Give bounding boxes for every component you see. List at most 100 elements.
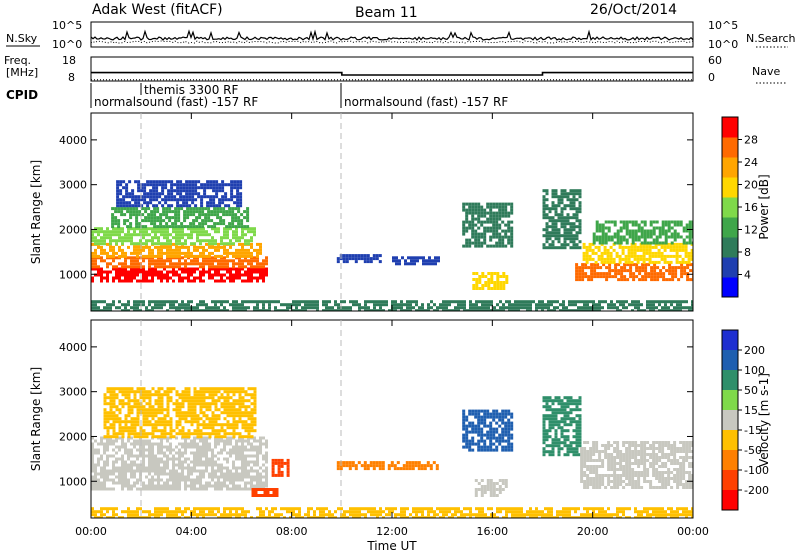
power-cell — [569, 207, 573, 211]
power-cell — [499, 275, 503, 278]
power-cell — [238, 303, 241, 307]
velocity-cell — [148, 472, 151, 476]
velocity-cell — [238, 487, 241, 491]
power-cell — [474, 238, 478, 242]
power-cell — [157, 273, 160, 277]
velocity-cell — [142, 408, 146, 412]
velocity-cell — [238, 472, 241, 476]
velocity-cell — [154, 472, 157, 476]
velocity-cell — [91, 475, 94, 479]
power-cell — [682, 229, 686, 233]
power-cell — [474, 232, 478, 236]
power-cell — [620, 269, 624, 273]
velocity-cell — [548, 453, 552, 457]
power-cell — [658, 300, 661, 304]
velocity-cell — [492, 433, 496, 437]
power-cell — [197, 186, 201, 190]
power-cell — [477, 226, 481, 230]
power-cell — [206, 195, 210, 199]
velocity-cell — [575, 429, 579, 433]
velocity-cell — [489, 494, 493, 497]
power-cell — [137, 195, 141, 199]
power-cell — [161, 180, 165, 184]
velocity-cell — [118, 445, 121, 449]
velocity-cell — [477, 409, 481, 413]
power-cell — [142, 242, 145, 246]
velocity-cell — [235, 454, 238, 458]
power-cell — [643, 220, 647, 224]
velocity-cell — [142, 414, 146, 418]
power-cell — [253, 276, 256, 280]
velocity-cell — [142, 457, 145, 461]
velocity-cell — [462, 409, 466, 413]
velocity-cell — [202, 442, 205, 446]
velocity-cell — [208, 448, 211, 452]
velocity-cell — [142, 463, 145, 467]
velocity-cell — [121, 439, 124, 443]
velocity-cell — [566, 402, 570, 406]
velocity-cell — [286, 470, 290, 474]
velocity-cell — [115, 445, 118, 449]
power-cell — [133, 270, 136, 274]
power-cell — [336, 257, 340, 261]
velocity-cell — [169, 399, 173, 403]
velocity-cell — [130, 484, 133, 488]
power-cell — [554, 192, 558, 196]
velocity-cell — [133, 442, 136, 446]
power-cell — [129, 222, 133, 226]
velocity-cell — [354, 467, 358, 471]
velocity-cell — [214, 414, 218, 418]
power-cell — [688, 241, 692, 245]
velocity-cell — [244, 426, 248, 430]
velocity-cell — [378, 467, 382, 471]
power-cell — [178, 239, 181, 243]
power-cell — [166, 227, 169, 231]
velocity-cell — [420, 467, 424, 471]
power-cell — [496, 272, 500, 275]
power-cell — [268, 306, 271, 310]
power-cell — [636, 257, 640, 261]
power-cell — [541, 300, 544, 304]
velocity-cell — [163, 472, 166, 476]
velocity-cell — [109, 396, 113, 400]
power-cell — [127, 245, 130, 249]
velocity-cell — [471, 427, 475, 431]
power-cell — [199, 265, 202, 269]
power-cell — [554, 222, 558, 226]
power-cell — [213, 225, 217, 229]
power-cell — [229, 279, 232, 283]
velocity-cell — [480, 409, 484, 413]
velocity-cell — [586, 474, 590, 477]
power-cell — [193, 270, 196, 274]
power-cell — [181, 236, 184, 240]
velocity-cell — [205, 481, 208, 485]
velocity-cell — [166, 478, 169, 482]
power-cell — [594, 260, 598, 264]
power-cell — [121, 248, 124, 252]
power-cell — [349, 309, 352, 311]
power-cell — [112, 300, 115, 304]
velocity-cell — [363, 467, 367, 471]
power-cell — [661, 229, 665, 233]
velocity-cell — [151, 469, 154, 473]
power-cell — [507, 214, 511, 218]
velocity-cell — [94, 439, 97, 443]
power-cell — [123, 213, 127, 217]
velocity-cell — [545, 402, 549, 406]
power-cell — [194, 204, 198, 208]
velocity-cell — [106, 402, 110, 406]
power-cell — [142, 300, 145, 304]
velocity-cell — [181, 475, 184, 479]
power-cell — [608, 263, 612, 267]
power-cell — [566, 237, 570, 241]
velocity-cell — [489, 415, 493, 419]
power-cell — [142, 267, 145, 271]
power-cell — [235, 233, 238, 237]
velocity-cell — [166, 408, 170, 412]
velocity-cell — [554, 423, 558, 427]
power-cell — [207, 207, 211, 211]
velocity-cell — [97, 460, 100, 464]
power-cell — [142, 276, 145, 280]
power-cell — [239, 204, 243, 208]
power-cell — [126, 219, 130, 223]
